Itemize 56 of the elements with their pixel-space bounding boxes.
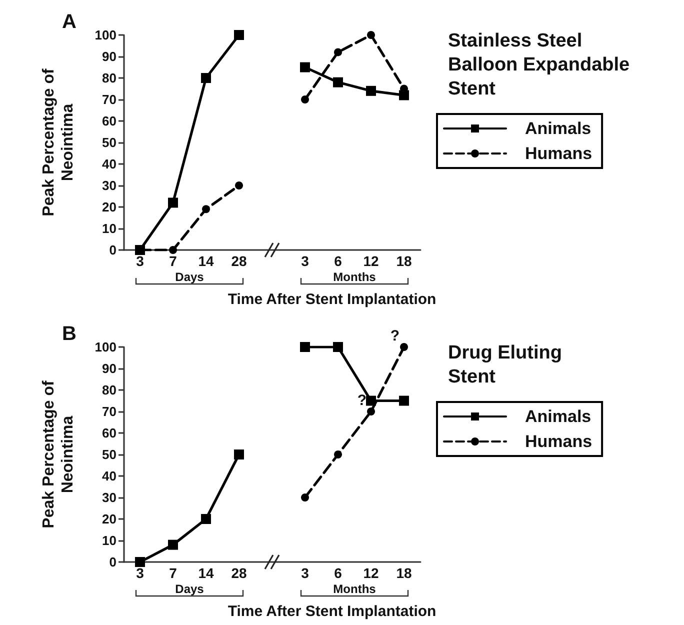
x-tick-label: 3 [301, 253, 310, 269]
x-tick-label: 14 [198, 565, 214, 581]
x-tick-label: 6 [334, 565, 342, 581]
x-tick-label: 28 [231, 253, 247, 269]
y-tick-label: 30 [102, 178, 116, 193]
x-tick-label: 12 [363, 253, 379, 269]
y-tick-label: 0 [109, 242, 116, 258]
x-tick-label: 28 [231, 565, 247, 581]
x-tick-label: 3 [136, 565, 144, 581]
x-axis-title: Time After Stent Implantation [228, 291, 436, 308]
y-tick-label: 80 [102, 382, 116, 398]
text: A [62, 11, 76, 33]
annotation: ? [390, 328, 400, 344]
text: B [62, 323, 76, 345]
y-axis-title: Peak Percentage of Neointima [40, 68, 76, 216]
x-tick-label: 14 [198, 253, 214, 269]
text: Days [175, 582, 204, 596]
y-tick-label: 10 [102, 533, 116, 548]
x-axis-title: Time After Stent Implantation [228, 603, 436, 620]
y-tick-label: 0 [109, 554, 116, 570]
y-axis-title: Peak Percentage of Neointima [40, 380, 76, 528]
text: Months [333, 270, 376, 284]
legend-title: Drug Eluting Stent [448, 342, 562, 388]
x-tick-label: 12 [363, 565, 379, 581]
y-tick-label: 70 [102, 92, 116, 107]
annotation: ? [357, 392, 367, 409]
text: Days [175, 270, 204, 284]
y-tick-label: 30 [102, 490, 116, 505]
y-tick-label: 50 [102, 135, 116, 150]
y-tick-label: 50 [102, 447, 116, 462]
y-tick-label: 80 [102, 70, 116, 86]
x-tick-label: 6 [334, 253, 342, 269]
x-tick-label: 3 [136, 253, 144, 269]
y-tick-label: 60 [102, 114, 116, 128]
y-tick-label: 100 [94, 340, 116, 354]
legend-label: Animals [525, 407, 592, 426]
y-tick-label: 100 [94, 28, 116, 42]
text: Months [333, 582, 376, 596]
y-tick-label: 40 [102, 156, 116, 172]
legend-title: Stainless Steel Balloon Expandable Stent [448, 30, 630, 100]
x-tick-label: 3 [301, 565, 310, 581]
x-tick-label: 7 [169, 253, 178, 269]
legend-label: Humans [525, 432, 592, 451]
x-tick-label: 7 [169, 565, 178, 581]
y-tick-label: 90 [102, 49, 116, 64]
y-tick-label: 40 [102, 468, 116, 484]
y-tick-label: 20 [102, 512, 116, 526]
y-tick-label: 90 [102, 361, 116, 376]
y-tick-label: 20 [102, 200, 116, 214]
x-tick-label: 18 [396, 253, 412, 269]
y-tick-label: 70 [102, 404, 116, 419]
legend-label: Animals [525, 119, 592, 138]
x-tick-label: 18 [396, 565, 412, 581]
y-tick-label: 60 [102, 426, 116, 440]
legend-label: Humans [525, 144, 592, 163]
y-tick-label: 10 [102, 221, 116, 236]
